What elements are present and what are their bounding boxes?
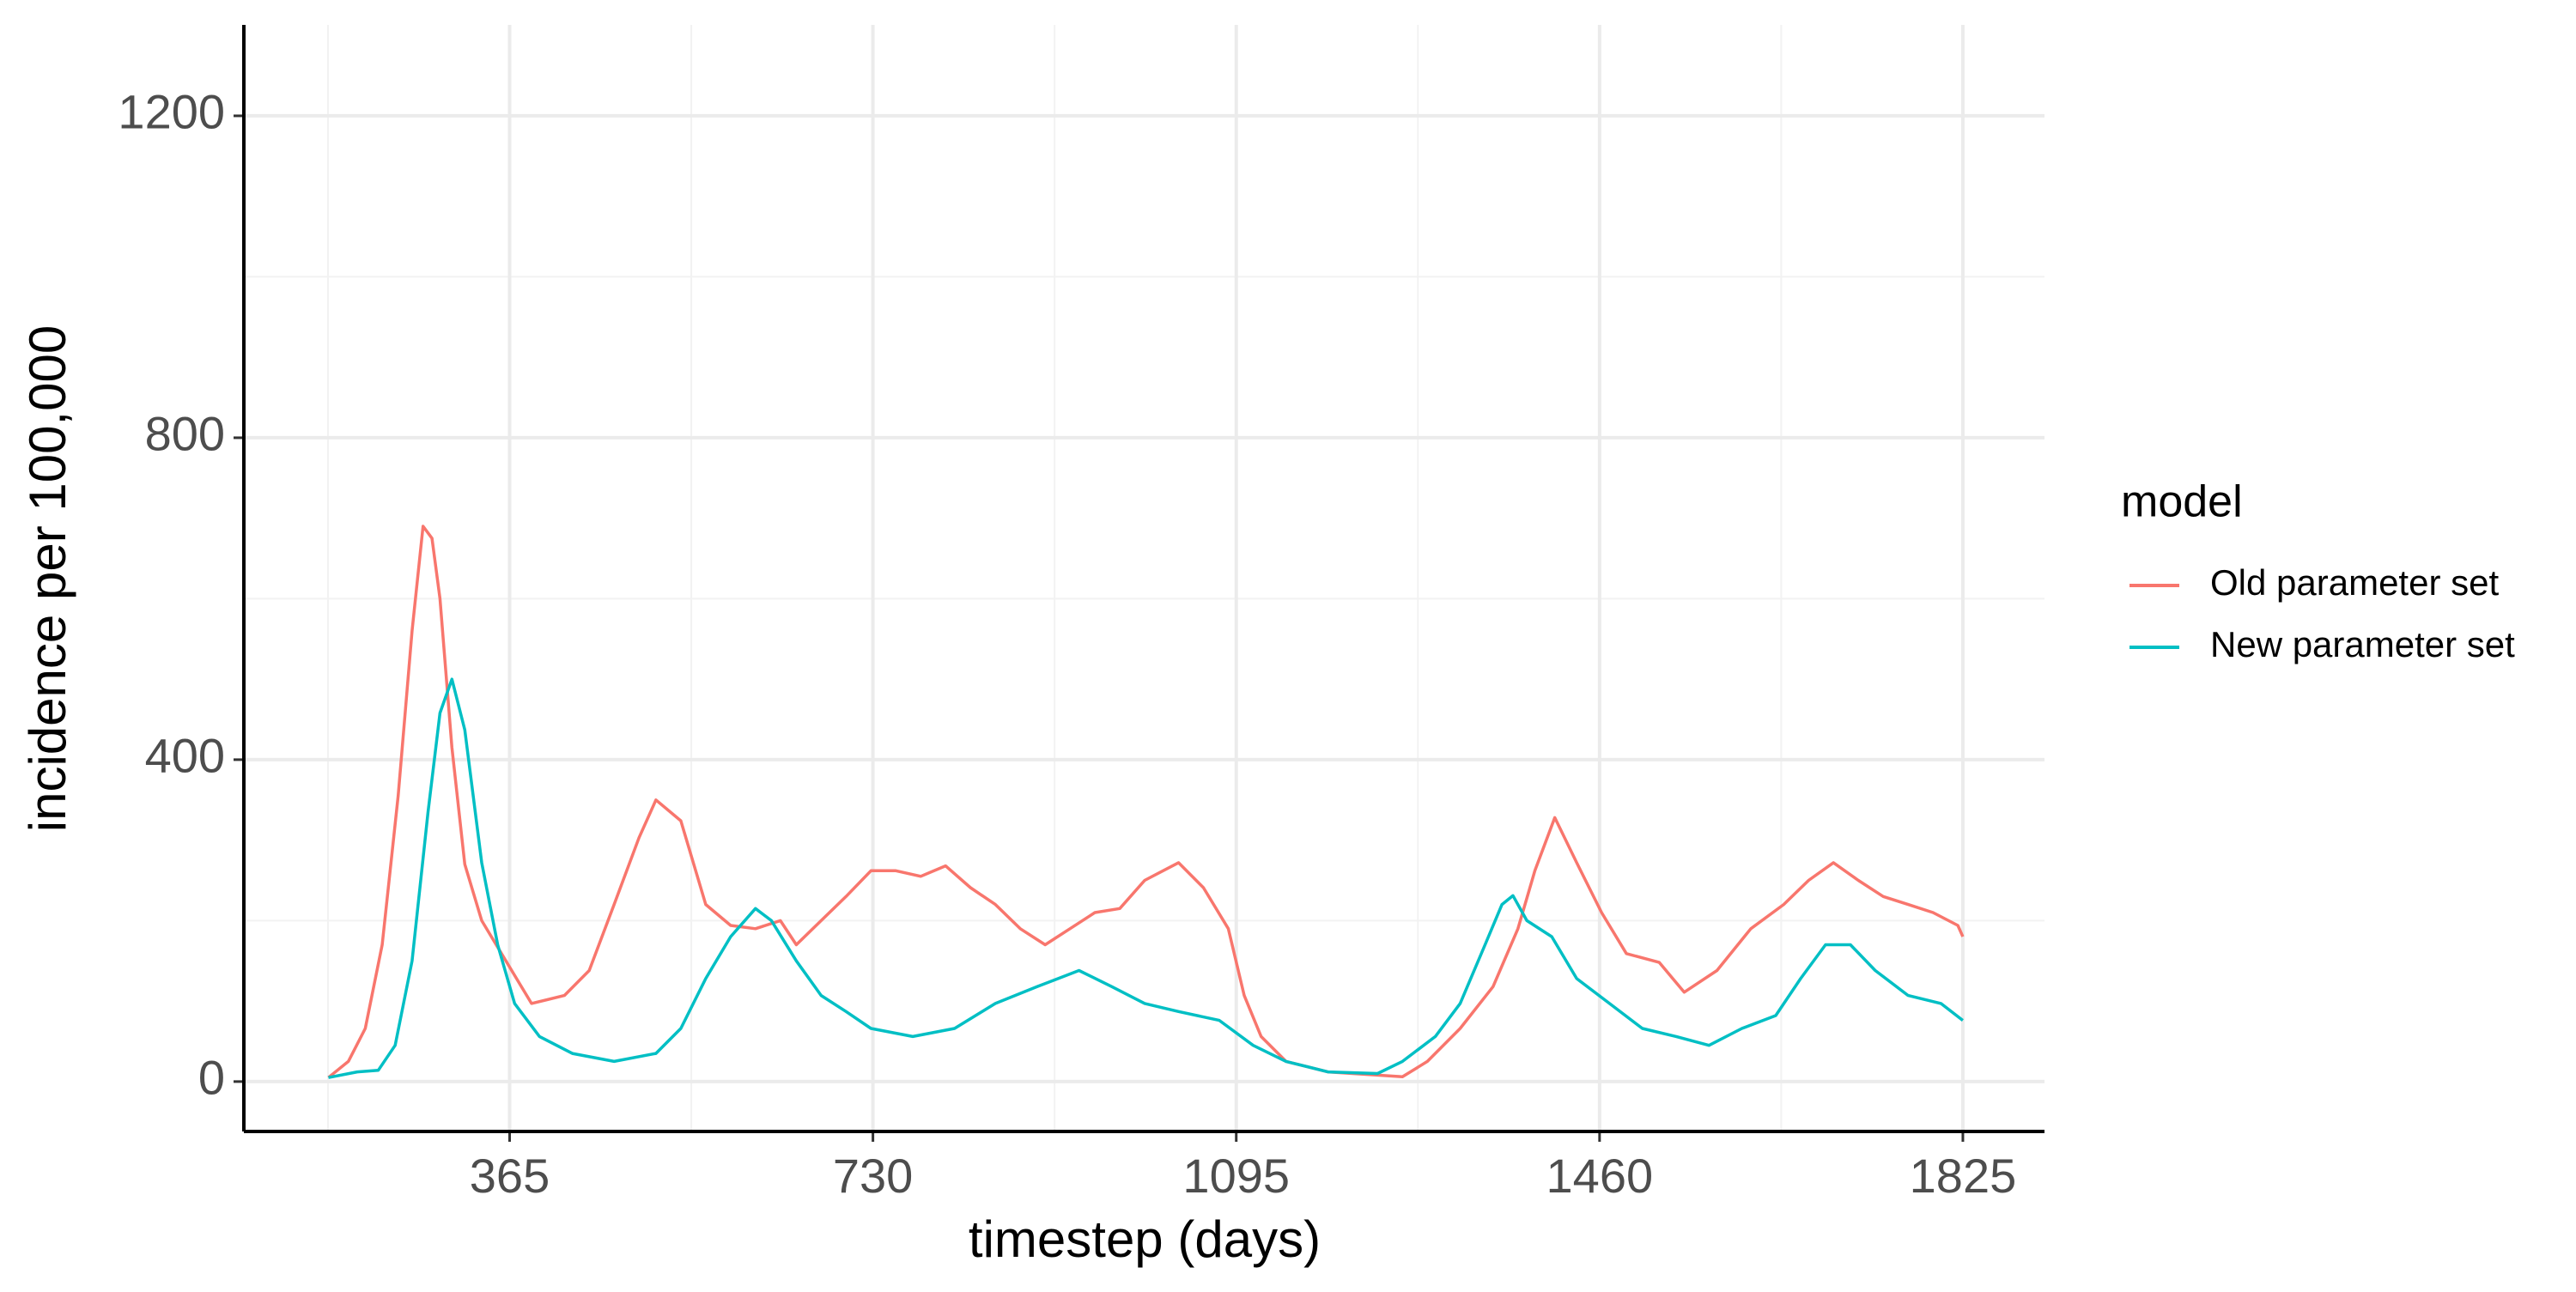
legend-label: Old parameter set — [2210, 562, 2499, 603]
x-tick-label: 365 — [470, 1149, 550, 1203]
y-tick-label: 400 — [145, 729, 225, 783]
legend-label: New parameter set — [2210, 624, 2515, 664]
x-tick-label: 1460 — [1546, 1149, 1654, 1203]
y-tick-label: 0 — [198, 1051, 225, 1105]
x-tick-label: 1095 — [1182, 1149, 1290, 1203]
series-line — [328, 677, 1964, 1079]
y-tick-label: 1200 — [118, 85, 225, 139]
y-axis-title: incidence per 100,000 — [19, 325, 76, 832]
x-tick-label: 1825 — [1910, 1149, 2017, 1203]
x-tick-label: 730 — [833, 1149, 913, 1203]
legend-title: model — [2121, 477, 2243, 527]
x-axis-title: timestep (days) — [969, 1210, 1321, 1268]
y-tick-label: 800 — [145, 407, 225, 461]
series-line — [327, 525, 1965, 1079]
